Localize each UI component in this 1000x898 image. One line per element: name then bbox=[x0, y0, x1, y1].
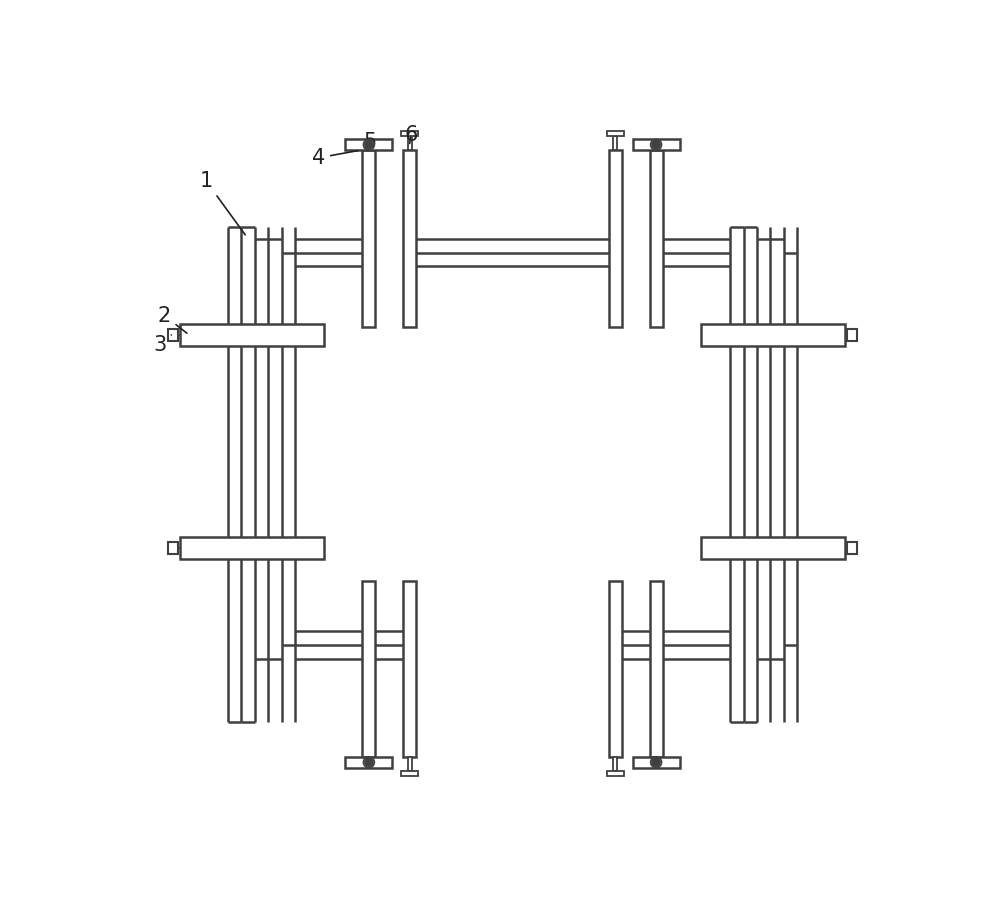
Text: 3: 3 bbox=[153, 335, 171, 355]
Bar bbox=[403, 150, 416, 327]
Bar bbox=[401, 131, 418, 136]
Circle shape bbox=[653, 141, 660, 148]
Bar bbox=[168, 329, 178, 341]
Bar bbox=[613, 136, 617, 150]
Bar bbox=[168, 542, 178, 554]
Text: 4: 4 bbox=[312, 148, 358, 168]
Bar bbox=[180, 537, 324, 559]
Circle shape bbox=[365, 759, 372, 766]
Bar bbox=[408, 136, 412, 150]
Bar bbox=[701, 324, 845, 346]
Text: 6: 6 bbox=[404, 125, 418, 145]
Bar bbox=[847, 329, 857, 341]
Bar bbox=[345, 757, 392, 768]
Bar bbox=[607, 131, 624, 136]
Bar bbox=[633, 757, 680, 768]
Bar bbox=[650, 150, 663, 327]
Text: 2: 2 bbox=[158, 305, 187, 333]
Bar bbox=[362, 581, 375, 757]
Bar bbox=[408, 757, 412, 770]
Bar bbox=[180, 324, 324, 346]
Text: 1: 1 bbox=[199, 171, 245, 235]
Bar bbox=[701, 537, 845, 559]
Bar bbox=[847, 542, 857, 554]
Bar bbox=[362, 150, 375, 327]
Bar bbox=[650, 581, 663, 757]
Bar bbox=[609, 581, 622, 757]
Bar bbox=[345, 139, 392, 150]
Text: 5: 5 bbox=[363, 132, 377, 153]
Bar bbox=[609, 150, 622, 327]
Bar bbox=[607, 770, 624, 776]
Bar bbox=[401, 770, 418, 776]
Circle shape bbox=[653, 759, 660, 766]
Circle shape bbox=[365, 141, 372, 148]
Bar bbox=[403, 581, 416, 757]
Bar bbox=[633, 139, 680, 150]
Bar bbox=[613, 757, 617, 770]
